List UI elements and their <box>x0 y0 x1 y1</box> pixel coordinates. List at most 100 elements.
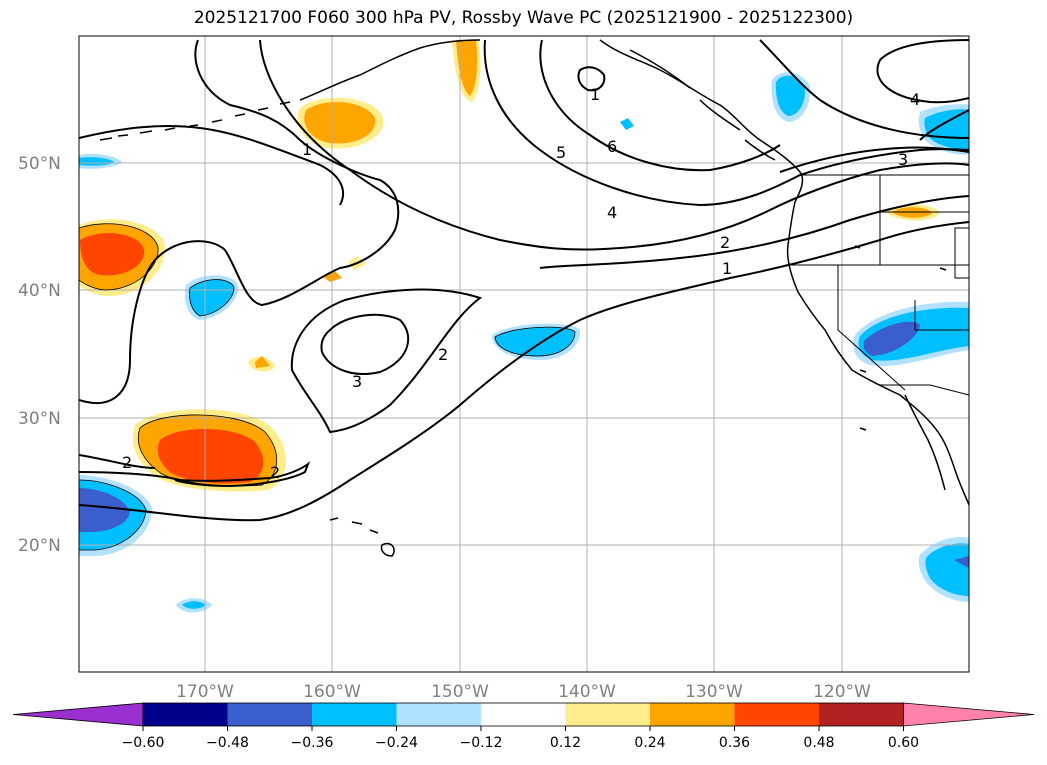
contour-4-main <box>259 39 969 251</box>
contour-4-ne <box>876 39 969 104</box>
colorbar-frame <box>142 702 904 727</box>
contour-label: 2 <box>720 233 730 252</box>
contour-label: 1 <box>590 85 600 104</box>
contour-3-ne <box>759 39 969 139</box>
positive-anomaly <box>456 40 478 96</box>
negative-anomaly <box>189 279 234 316</box>
contour-2-loop <box>290 288 483 434</box>
contour-1-small-loop <box>577 66 606 92</box>
colorbar-extend-max <box>903 702 1035 727</box>
us-mexico-border <box>880 384 969 396</box>
contour-1-ne <box>919 109 969 141</box>
negative-anomaly <box>954 556 969 568</box>
baja-peninsula <box>904 394 946 491</box>
anomaly-outline <box>79 479 147 551</box>
colorbar-swatch <box>565 703 651 726</box>
anomaly-outline <box>494 326 576 357</box>
colorbar-tick-label: 0.12 <box>550 735 581 751</box>
contour-2-hook <box>79 461 311 488</box>
positive-anomaly <box>255 356 270 368</box>
political-borders <box>785 174 969 396</box>
negative-anomaly <box>924 109 969 150</box>
latitude-label: 30°N <box>18 409 61 429</box>
negative-anomaly <box>775 75 806 116</box>
latitude-label: 20°N <box>18 536 61 556</box>
coastal-islands <box>629 49 776 161</box>
colorbar-extend-min <box>12 702 144 727</box>
longitude-label: 130°W <box>685 682 743 702</box>
contour-label: 4 <box>910 90 920 109</box>
anomaly-shading <box>79 40 969 613</box>
hawaiian-islands <box>329 517 395 557</box>
longitude-labels: 170°W 160°W 150°W 140°W 130°W 120°W <box>176 682 871 702</box>
contour-label: 2 <box>270 463 280 482</box>
colorbar-tick-label: −0.24 <box>375 735 418 751</box>
colorbar: −0.60 −0.48 −0.36 −0.24 −0.12 0.12 0.24 0.36 0.4… <box>12 702 1035 751</box>
colorbar-swatch <box>396 703 482 726</box>
longitude-label: 120°W <box>813 682 871 702</box>
map-title: 2025121700 F060 300 hPa PV, Rossby Wave … <box>193 8 854 28</box>
colorbar-tick-label: −0.36 <box>291 735 334 751</box>
negative-anomaly <box>620 118 634 130</box>
colorbar-tick-label: 0.24 <box>634 735 665 751</box>
graticule <box>79 36 969 672</box>
colorbar-swatch <box>734 703 820 726</box>
anomaly-outline <box>189 279 235 317</box>
contour-label: 1 <box>722 259 732 278</box>
longitude-label: 150°W <box>431 682 489 702</box>
longitude-label: 160°W <box>303 682 361 702</box>
colorbar-swatch <box>312 703 397 726</box>
colorbar-tick-label: 0.48 <box>803 735 834 751</box>
colorbar-swatch <box>819 703 904 726</box>
contour-label: 2 <box>122 453 132 472</box>
alaska-coastline <box>299 39 481 101</box>
contour-label: 3 <box>898 150 908 169</box>
longitude-label: 140°W <box>558 682 616 702</box>
positive-anomaly <box>80 233 145 276</box>
contour-label: 4 <box>607 203 617 222</box>
anomaly-outline <box>79 223 159 291</box>
contour-1-main <box>539 195 969 269</box>
colorbar-tick-label: 0.36 <box>719 735 750 751</box>
negative-anomaly <box>182 601 206 609</box>
contour-label: 5 <box>556 143 566 162</box>
contour-3-loop <box>320 313 410 375</box>
contour-2-west <box>79 454 156 469</box>
anomaly-outline <box>137 414 278 487</box>
colorbar-tick-label: −0.48 <box>206 735 249 751</box>
contour-1-north <box>79 39 400 405</box>
latitude-label: 50°N <box>18 154 61 174</box>
colorbar-tick-label: −0.60 <box>122 735 165 751</box>
state-border <box>914 300 969 331</box>
negative-anomaly <box>863 321 920 356</box>
latitude-labels: 50°N 40°N 30°N 20°N <box>18 154 61 556</box>
state-border <box>837 265 906 391</box>
contour-1-west <box>79 125 345 206</box>
negative-anomaly <box>79 488 130 532</box>
anomaly-outlines <box>79 223 576 551</box>
positive-anomaly <box>304 102 376 144</box>
contour-6 <box>539 39 781 172</box>
longitude-label: 170°W <box>176 682 234 702</box>
negative-anomaly <box>925 543 969 596</box>
state-border <box>954 227 969 279</box>
positive-anomaly <box>157 428 264 484</box>
contour-label-group: 1 1 1 2 2 2 2 3 3 4 4 5 6 <box>122 85 920 482</box>
map-frame <box>78 35 970 673</box>
contour-label: 6 <box>607 137 617 156</box>
colorbar-tick-label: −0.12 <box>460 735 503 751</box>
contour-label: 2 <box>438 345 448 364</box>
pv-contours <box>79 39 969 522</box>
contour-2-main <box>79 221 969 522</box>
contour-label: 1 <box>302 140 312 159</box>
north-america-coastline <box>599 39 969 506</box>
colorbar-swatch <box>481 703 566 726</box>
colorbar-swatch <box>650 703 735 726</box>
contour-5 <box>483 39 969 207</box>
colorbar-tick-label: 0.60 <box>888 735 919 751</box>
colorbar-swatch <box>227 703 313 726</box>
aleutian-islands <box>99 101 291 141</box>
contour-label: 3 <box>352 372 362 391</box>
latitude-label: 40°N <box>18 281 61 301</box>
